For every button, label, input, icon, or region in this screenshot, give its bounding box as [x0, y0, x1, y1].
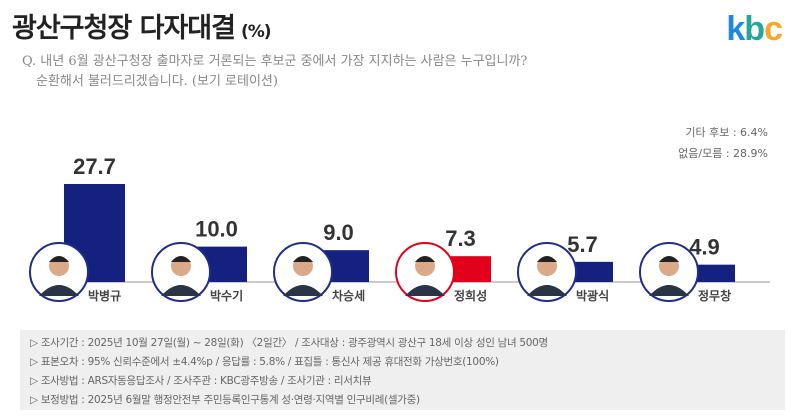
question-line-2: 순환해서 불러드리겠습니다. (보기 로테이션)	[36, 74, 278, 89]
title-text: 광산구청장 다자대결	[12, 13, 236, 44]
shoulders-icon	[649, 285, 689, 296]
note-period: ▷ 조사기간 : 2025년 10월 27일(월) ~ 28일(화) 〈2일간〉…	[30, 337, 548, 349]
hair-icon	[415, 256, 435, 262]
value-label-5: 5.7	[567, 232, 598, 257]
question-line-1: Q. 내년 6월 광산구청장 출마자로 거론되는 후보군 중에서 가장 지지하는…	[22, 54, 528, 69]
hair-icon	[659, 256, 679, 262]
candidate-name-6: 정무창	[698, 288, 731, 303]
none-unknown: 없음/모름 : 28.9%	[678, 147, 768, 160]
note-error: ▷ 표본오차 : 95% 신뢰수준에서 ±4.4%p / 응답률 : 5.8% …	[30, 356, 499, 368]
hair-icon	[293, 256, 313, 262]
candidate-name-4: 정희성	[454, 288, 487, 303]
value-label-6: 4.9	[689, 235, 720, 260]
title-unit: (%)	[240, 22, 272, 42]
shoulders-icon	[161, 285, 201, 296]
candidate-name-5: 박광식	[576, 288, 609, 303]
value-label-1: 27.7	[73, 154, 116, 179]
survey-question: Q. 내년 6월 광산구청장 출마자로 거론되는 후보군 중에서 가장 지지하는…	[22, 52, 527, 92]
other-candidates: 기타 후보 : 6.4%	[685, 126, 768, 139]
shoulders-icon	[283, 285, 323, 296]
bar-chart: 27.7 박병규 10.0 박수기 9.0 차승세 7.3 정희성 5.7 박광식 4.9 정무창	[29, 154, 770, 303]
extra-results: 기타 후보 : 6.4% 없음/모름 : 28.9%	[678, 122, 768, 164]
value-label-3: 9.0	[323, 220, 354, 245]
value-label-2: 10.0	[195, 217, 238, 242]
kbc-logo: kbc	[726, 10, 783, 48]
survey-notes: ▷ 조사기간 : 2025년 10월 27일(월) ~ 28일(화) 〈2일간〉…	[20, 330, 785, 410]
note-method: ▷ 조사방법 : ARS자동응답조사 / 조사주관 : KBC광주방송 / 조사…	[30, 375, 372, 387]
shoulders-icon	[405, 285, 445, 296]
candidate-name-1: 박병규	[88, 288, 121, 303]
hair-icon	[171, 256, 191, 262]
value-label-4: 7.3	[445, 226, 476, 251]
hair-icon	[49, 256, 69, 262]
shoulders-icon	[39, 285, 79, 296]
candidate-name-3: 차승세	[332, 288, 365, 303]
shoulders-icon	[527, 285, 567, 296]
candidate-name-2: 박수기	[210, 288, 243, 303]
page-title: 광산구청장 다자대결 (%)	[12, 6, 272, 45]
note-weighting: ▷ 보정방법 : 2025년 6월말 행정안전부 주민등록인구통계 성·연령·지…	[30, 394, 420, 406]
hair-icon	[537, 256, 557, 262]
